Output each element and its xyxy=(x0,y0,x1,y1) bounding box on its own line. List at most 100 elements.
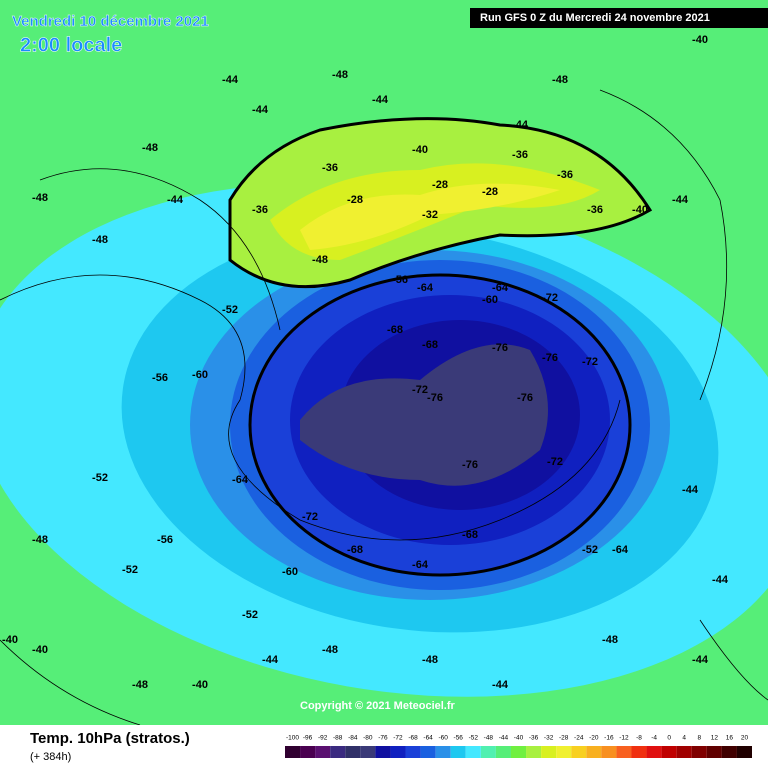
zone xyxy=(300,183,560,250)
colorbar-cell xyxy=(616,746,632,758)
colorbar-cell xyxy=(721,746,737,758)
colorbar-tick-label: 8 xyxy=(697,735,701,742)
contour-label: -60 xyxy=(282,566,298,578)
contour-label: -72 xyxy=(582,356,598,368)
contour-label: -36 xyxy=(557,169,573,181)
colorbar-cell xyxy=(601,746,617,758)
contour-label: -28 xyxy=(482,186,498,198)
contour-label: -64 xyxy=(417,282,434,294)
colorbar-cell xyxy=(510,746,527,758)
colorbar-cell xyxy=(420,746,436,758)
contour-label: -76 xyxy=(542,352,558,364)
colorbar-cell xyxy=(480,746,496,758)
colorbar-tick-label: -44 xyxy=(499,735,509,742)
colorbar-tick-label: -84 xyxy=(348,735,358,742)
colorbar-tick-label: -64 xyxy=(423,735,433,742)
contour-label: -44 xyxy=(222,74,239,86)
colorbar-cell xyxy=(390,746,406,758)
colorbar-cell xyxy=(586,746,602,758)
contour-label: -44 xyxy=(492,679,509,691)
colorbar-tick-label: -48 xyxy=(484,735,494,742)
contour-label: -44 xyxy=(372,94,389,106)
colorbar-cell xyxy=(661,746,677,758)
colorbar-tick-label: -52 xyxy=(469,735,479,742)
colorbar-cell xyxy=(646,746,662,758)
colorbar-tick-label: -40 xyxy=(514,735,524,742)
temperature-field xyxy=(0,117,768,697)
colorbar-cell xyxy=(285,746,301,758)
contour-label: -60 xyxy=(482,294,498,306)
contour-label: -48 xyxy=(312,254,328,266)
colorbar-cell xyxy=(315,746,331,758)
colorbar-cell xyxy=(450,746,466,758)
coastline xyxy=(39,168,281,331)
contour-label: -52 xyxy=(92,472,108,484)
contour-label: -28 xyxy=(347,194,363,206)
colorbar-tick-label: -80 xyxy=(363,735,373,742)
contour-label: -56 xyxy=(392,274,408,286)
contour-label: -64 xyxy=(232,474,249,486)
coastlines xyxy=(0,89,768,726)
colorbar-cell xyxy=(706,746,722,758)
contour-label: -36 xyxy=(512,149,528,161)
colorbar-cell xyxy=(330,746,346,758)
contour-label: -68 xyxy=(387,324,403,336)
colorbar-cell xyxy=(556,746,572,758)
contour-label: -40 xyxy=(412,144,428,156)
colorbar-tick-label: -68 xyxy=(408,735,418,742)
contour-label: -72 xyxy=(412,384,428,396)
colorbar-cell xyxy=(300,746,316,758)
contour-label: -44 xyxy=(512,119,529,131)
colorbar-tick-label: -60 xyxy=(438,735,448,742)
contour-label: -52 xyxy=(242,609,258,621)
contour-label: -28 xyxy=(432,179,448,191)
colorbar-cell xyxy=(571,746,587,758)
contour-label: -48 xyxy=(32,192,48,204)
colorbar-tick-label: -20 xyxy=(589,735,599,742)
colorbar-cell xyxy=(526,746,542,758)
contour-label: -44 xyxy=(262,654,279,666)
colorbar-tick-label: -72 xyxy=(393,735,403,742)
colorbar-cell xyxy=(375,746,391,758)
colorbar-tick-label: -32 xyxy=(544,735,554,742)
contour-label: -48 xyxy=(322,644,338,656)
contour-label: -76 xyxy=(492,342,508,354)
contour-label: -48 xyxy=(32,534,48,546)
colorbar-tick-label: 12 xyxy=(711,735,719,742)
contour-label: -44 xyxy=(712,574,729,586)
contour-label: -44 xyxy=(682,484,699,496)
colorbar-tick-label: 4 xyxy=(682,735,686,742)
coastline xyxy=(599,89,728,401)
contour-label: -64 xyxy=(612,544,629,556)
colorbar-cell xyxy=(676,746,692,758)
colorbar: -100 -96 -92 -88 -84 -80 -76 -72 -68 -64 -60 -56 -52… xyxy=(285,735,752,758)
contour-label: -72 xyxy=(547,456,563,468)
colorbar-cell xyxy=(631,746,647,758)
colorbar-tick-label: -16 xyxy=(604,735,614,742)
coastline xyxy=(0,619,768,726)
contour-label: -48 xyxy=(132,679,148,691)
contour-labels: -48 -44 -44 -48 -44 -48 -40 -44 -48 -48 -44 -44 -36 -… xyxy=(2,34,729,691)
coastline xyxy=(0,274,621,541)
contour-label: -76 xyxy=(517,392,533,404)
time: 2:00 locale xyxy=(20,34,122,56)
contour-label: -48 xyxy=(142,142,158,154)
contour-label: -76 xyxy=(462,459,478,471)
run: Run GFS 0 Z du Mercredi 24 novembre 2021 xyxy=(480,12,710,24)
colorbar-tick-label: -92 xyxy=(318,735,328,742)
colorbar-tick-label: -12 xyxy=(619,735,629,742)
colorbar-tick-label: 16 xyxy=(726,735,734,742)
colorbar-cell xyxy=(736,746,752,758)
colorbar-cell xyxy=(465,746,481,758)
colorbar-tick-label: 0 xyxy=(667,735,671,742)
contour-label: -52 xyxy=(222,304,238,316)
colorbar-cell xyxy=(405,746,421,758)
footer-title: Temp. 10hPa (stratos.) xyxy=(30,730,190,747)
contour-label: -40 xyxy=(32,644,48,656)
contour-label: -40 xyxy=(692,34,708,46)
contour-label: -52 xyxy=(582,544,598,556)
contour-label: -40 xyxy=(632,204,648,216)
contour-label: -68 xyxy=(422,339,438,351)
contour-label: -52 xyxy=(122,564,138,576)
contour-label: -64 xyxy=(412,559,429,571)
